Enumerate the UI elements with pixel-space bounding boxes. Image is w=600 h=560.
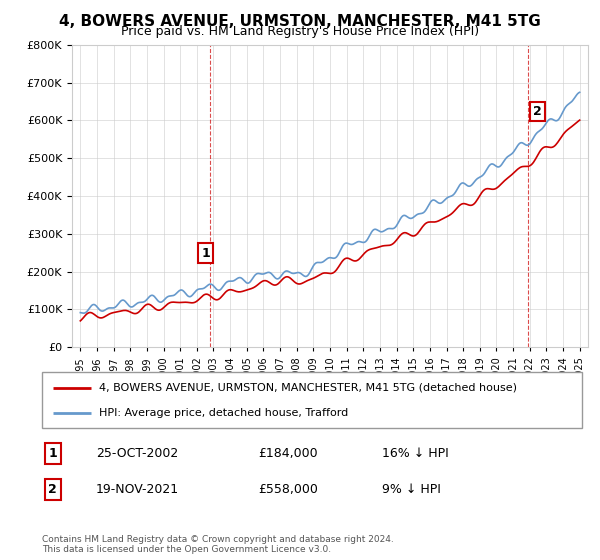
Text: 4, BOWERS AVENUE, URMSTON, MANCHESTER, M41 5TG: 4, BOWERS AVENUE, URMSTON, MANCHESTER, M… [59,14,541,29]
Text: 1: 1 [201,246,210,260]
Text: 19-NOV-2021: 19-NOV-2021 [96,483,179,496]
Text: 2: 2 [49,483,57,496]
Text: 16% ↓ HPI: 16% ↓ HPI [382,447,449,460]
Text: Price paid vs. HM Land Registry's House Price Index (HPI): Price paid vs. HM Land Registry's House … [121,25,479,38]
Text: 4, BOWERS AVENUE, URMSTON, MANCHESTER, M41 5TG (detached house): 4, BOWERS AVENUE, URMSTON, MANCHESTER, M… [98,382,517,393]
Text: £558,000: £558,000 [258,483,318,496]
Text: HPI: Average price, detached house, Trafford: HPI: Average price, detached house, Traf… [98,408,348,418]
Text: 9% ↓ HPI: 9% ↓ HPI [382,483,441,496]
Text: Contains HM Land Registry data © Crown copyright and database right 2024.
This d: Contains HM Land Registry data © Crown c… [42,535,394,554]
Text: 1: 1 [49,447,57,460]
Text: 25-OCT-2002: 25-OCT-2002 [96,447,178,460]
Text: £184,000: £184,000 [258,447,317,460]
Text: 2: 2 [533,105,542,118]
FancyBboxPatch shape [42,372,582,428]
